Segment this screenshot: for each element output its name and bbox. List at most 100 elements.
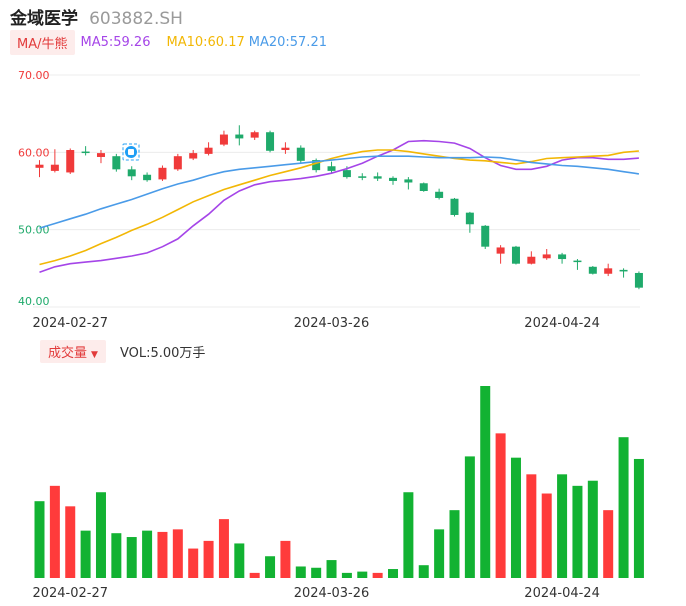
volume-bar[interactable] — [464, 456, 475, 578]
candle-body[interactable] — [465, 212, 474, 225]
volume-bar[interactable] — [388, 569, 399, 578]
volume-bar[interactable] — [480, 386, 491, 578]
volume-bar[interactable] — [341, 572, 352, 578]
ma-legend: MA/牛熊 MA5:59.26 MA10:60.17 MA20:57.21 — [10, 29, 331, 55]
candle-body[interactable] — [96, 153, 105, 157]
candle-body[interactable] — [235, 134, 244, 139]
candle-body[interactable] — [604, 268, 613, 274]
volume-x-tick-label: 2024-03-26 — [294, 586, 370, 601]
candle-body[interactable] — [527, 256, 536, 264]
candle-body[interactable] — [250, 132, 259, 138]
volume-bar[interactable] — [249, 572, 260, 578]
ma-toggle-button[interactable]: MA/牛熊 — [10, 29, 75, 55]
price-axis: 40.00 50.00 60.00 70.00 — [18, 69, 50, 308]
price-grid — [33, 74, 640, 308]
candle-body[interactable] — [143, 174, 152, 181]
volume-bar[interactable] — [557, 474, 568, 578]
volume-bar[interactable] — [403, 492, 414, 578]
candle-body[interactable] — [281, 147, 290, 151]
volume-legend: 成交量 ▼ VOL:5.00万手 — [40, 339, 206, 363]
candle-body[interactable] — [189, 153, 198, 159]
volume-bar[interactable] — [126, 537, 137, 578]
candle-body[interactable] — [588, 266, 597, 274]
volume-bar[interactable] — [526, 474, 537, 578]
volume-bar[interactable] — [633, 458, 644, 578]
price-x-tick-label: 2024-04-24 — [524, 316, 600, 331]
volume-bar[interactable] — [372, 572, 383, 578]
price-y-tick-label: 50.00 — [18, 224, 50, 237]
volume-bar[interactable] — [418, 565, 429, 578]
candle-body[interactable] — [266, 132, 275, 151]
candle-body[interactable] — [496, 247, 505, 254]
candle-body[interactable] — [573, 260, 582, 263]
ma-lines — [39, 139, 640, 273]
candle-body[interactable] — [634, 272, 643, 288]
volume-bar[interactable] — [234, 543, 245, 578]
volume-bar[interactable] — [95, 492, 106, 578]
candle-body[interactable] — [419, 183, 428, 191]
candle-body[interactable] — [373, 176, 382, 179]
volume-bar[interactable] — [111, 533, 122, 578]
candle-body[interactable] — [358, 176, 367, 178]
candle-body[interactable] — [558, 254, 567, 260]
candle-body[interactable] — [204, 147, 213, 154]
ma5-label: MA5:59.26 — [80, 34, 151, 50]
candle-body[interactable] — [173, 156, 182, 170]
candle-body[interactable] — [112, 156, 121, 170]
candle-body[interactable] — [342, 170, 351, 178]
volume-bar[interactable] — [541, 493, 552, 578]
volume-bar[interactable] — [357, 571, 368, 578]
volume-bar[interactable] — [449, 510, 460, 578]
candle-body[interactable] — [66, 150, 75, 173]
candle-body[interactable] — [542, 254, 551, 259]
volume-value: VOL:5.00万手 — [119, 345, 206, 361]
info-marker-glyph — [128, 149, 134, 155]
volume-bar[interactable] — [326, 560, 337, 578]
volume-bar[interactable] — [65, 506, 76, 578]
volume-bar[interactable] — [218, 519, 229, 578]
volume-bar[interactable] — [510, 457, 521, 578]
candle-body[interactable] — [481, 225, 490, 247]
candle-body[interactable] — [404, 179, 413, 183]
candle-body[interactable] — [389, 177, 398, 181]
volume-bar[interactable] — [495, 433, 506, 578]
volume-bar[interactable] — [203, 540, 214, 578]
candle-body[interactable] — [312, 160, 321, 171]
price-y-tick-label: 60.00 — [18, 146, 50, 159]
volume-bar[interactable] — [157, 531, 168, 578]
candle-body[interactable] — [158, 167, 167, 180]
candle-body[interactable] — [81, 151, 90, 154]
candle-body[interactable] — [219, 134, 228, 145]
volume-indicator-dropdown[interactable]: 成交量 ▼ — [40, 339, 106, 363]
candle-body[interactable] — [296, 147, 305, 161]
volume-bar[interactable] — [280, 540, 291, 578]
volume-bar[interactable] — [434, 529, 445, 578]
candle-body[interactable] — [50, 164, 59, 171]
volume-bar[interactable] — [142, 530, 153, 578]
candle-body[interactable] — [127, 169, 136, 177]
candle-body[interactable] — [450, 198, 459, 215]
caret-down-icon: ▼ — [91, 349, 98, 360]
ma5-line — [39, 139, 639, 273]
volume-bar[interactable] — [295, 566, 306, 578]
candle-body[interactable] — [35, 164, 44, 168]
candle-body[interactable] — [435, 191, 444, 198]
candle-body[interactable] — [327, 166, 336, 171]
volume-bar[interactable] — [34, 501, 45, 578]
volume-bar[interactable] — [618, 437, 629, 578]
volume-bar[interactable] — [188, 548, 199, 578]
volume-bar[interactable] — [572, 485, 583, 578]
volume-bars — [34, 386, 644, 578]
volume-bar[interactable] — [80, 530, 91, 578]
candles — [35, 125, 643, 290]
candle-body[interactable] — [619, 269, 628, 272]
volume-bar[interactable] — [603, 510, 614, 578]
volume-bar[interactable] — [587, 480, 598, 578]
volume-bar[interactable] — [49, 485, 60, 578]
volume-x-tick-label: 2024-02-27 — [32, 586, 108, 601]
candle-body[interactable] — [511, 246, 520, 264]
volume-bar[interactable] — [172, 529, 183, 578]
volume-bar[interactable] — [311, 567, 322, 578]
volume-bar[interactable] — [265, 556, 276, 578]
